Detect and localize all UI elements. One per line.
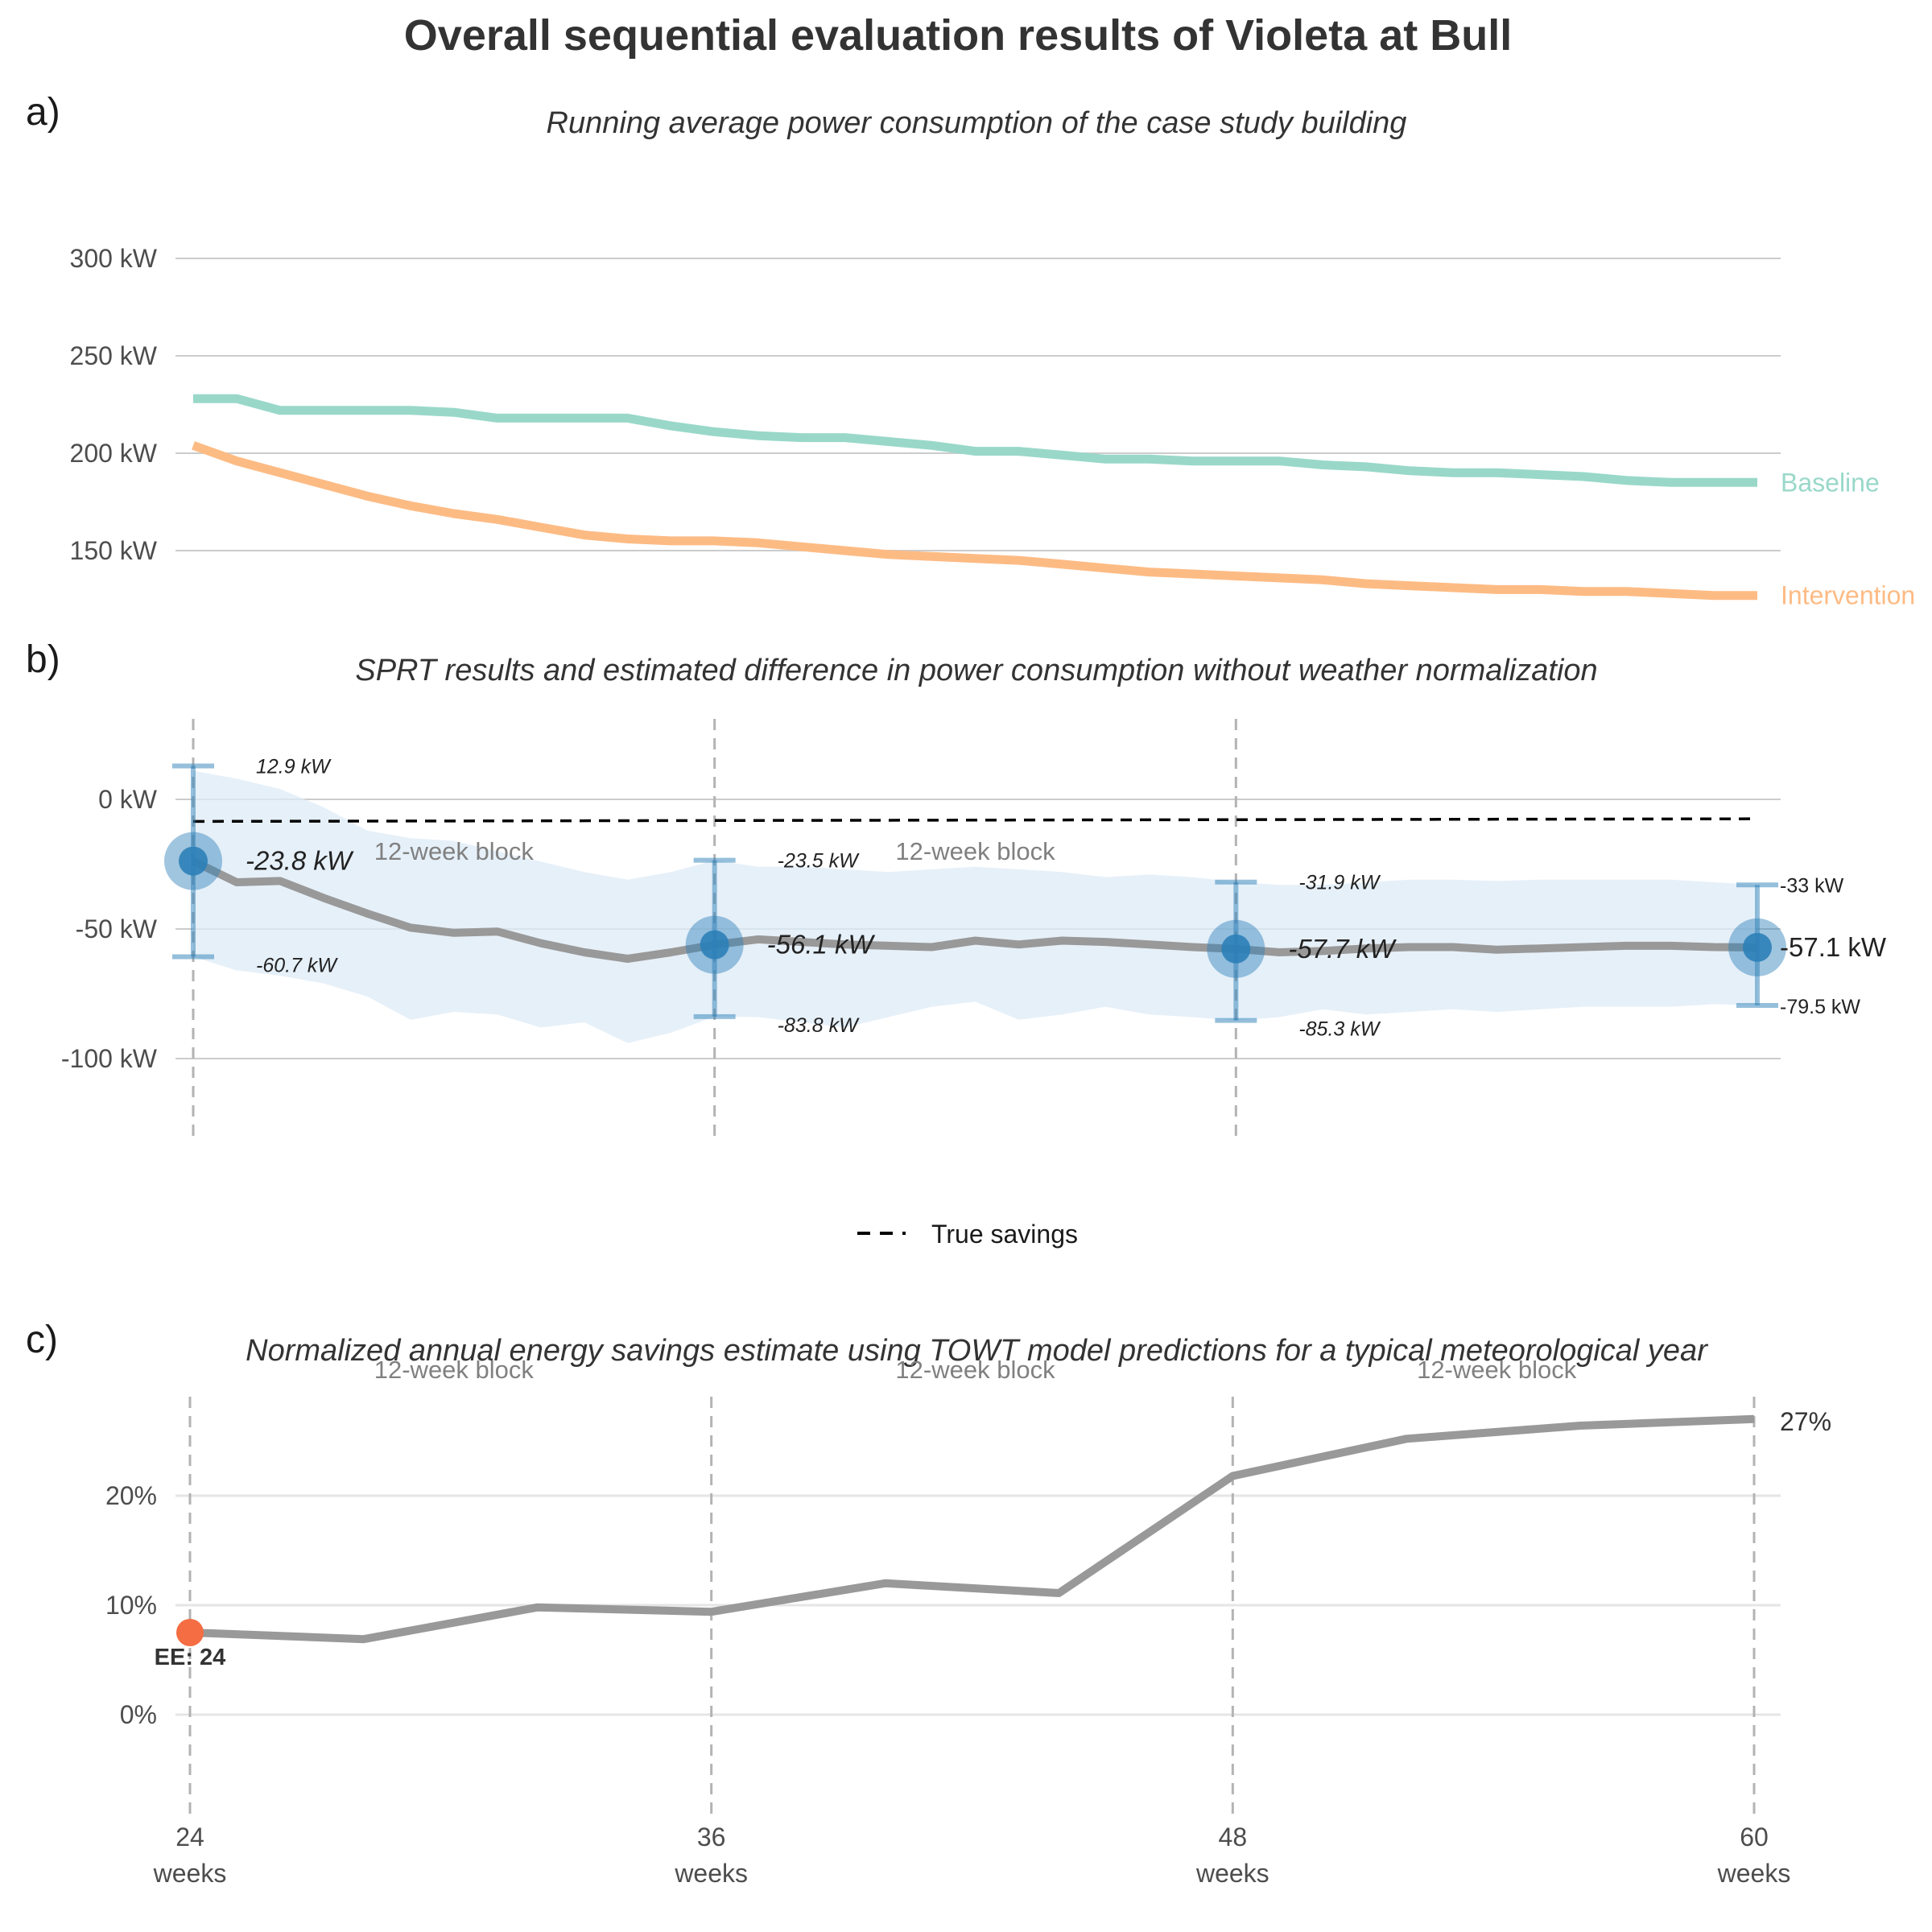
panel-c-x-ticks: 24 weeks 36 weeks 48 weeks 60 weeks	[153, 1823, 1791, 1888]
x-tick-unit: weeks	[1717, 1859, 1791, 1888]
upper-bound-label: -31.9 kW	[1298, 872, 1381, 894]
series-line-baseline	[193, 394, 1757, 487]
panel-a: a) Running average power consumption of …	[26, 91, 1915, 610]
lower-bound-label: -60.7 kW	[256, 954, 338, 976]
x-tick-value: 60	[1740, 1823, 1769, 1852]
panel-b-legend: True savings	[857, 1220, 1078, 1249]
sprt-point-group: -23.5 kW -83.8 kW -56.1 kW	[685, 850, 876, 1037]
panel-c-block-labels: 12-week block 12-week block 12-week block	[374, 1356, 1577, 1384]
panel-a-letter: a)	[26, 91, 60, 134]
panel-c-y-ticks: 0% 10% 20%	[105, 1481, 157, 1729]
panel-c-subtitle: Normalized annual energy savings estimat…	[246, 1334, 1708, 1368]
block-label: 12-week block	[895, 1356, 1055, 1384]
sprt-point	[179, 846, 208, 876]
legend-true-savings-label: True savings	[931, 1220, 1078, 1249]
early-estimate-point	[176, 1619, 204, 1646]
estimate-label: -57.7 kW	[1288, 934, 1397, 964]
panel-a-lines	[192, 394, 1757, 601]
upper-bound-label: 12.9 kW	[256, 755, 332, 778]
panel-a-y-tick: 150 kW	[70, 536, 158, 565]
lower-bound-label: -83.8 kW	[778, 1014, 860, 1037]
panel-b-subtitle: SPRT results and estimated difference in…	[355, 654, 1597, 687]
panel-a-gridlines	[175, 258, 1781, 551]
panel-c-gridlines	[175, 1494, 1781, 1716]
x-tick-value: 36	[697, 1823, 726, 1852]
series-line-intervention	[192, 441, 1757, 601]
panel-c-y-tick: 20%	[105, 1481, 157, 1510]
panel-a-subtitle: Running average power consumption of the…	[547, 106, 1407, 140]
savings-end-label: 27%	[1780, 1407, 1831, 1436]
series-label-intervention: Intervention	[1781, 581, 1915, 610]
block-label: 12-week block	[895, 837, 1055, 865]
panel-b-true-savings	[192, 817, 1758, 824]
x-tick-value: 24	[175, 1823, 204, 1852]
x-tick-unit: weeks	[153, 1859, 227, 1888]
x-tick-unit: weeks	[1195, 1859, 1269, 1888]
confidence-ribbon	[193, 770, 1757, 1043]
early-estimate-label: EE: 24	[155, 1645, 226, 1670]
estimate-label: -57.1 kW	[1780, 932, 1887, 962]
sprt-point-group: -33 kW -79.5 kW -57.1 kW	[1728, 874, 1887, 1018]
panel-b-y-ticks: -100 kW -50 kW 0 kW	[61, 785, 158, 1073]
estimate-label: -56.1 kW	[767, 930, 876, 960]
x-tick-value: 48	[1219, 1823, 1248, 1852]
panel-b-block-labels: 12-week block 12-week block	[374, 837, 1055, 865]
panel-b-block-dividers	[192, 719, 1237, 1139]
block-label: 12-week block	[374, 1356, 535, 1384]
upper-bound-label: -23.5 kW	[778, 850, 860, 873]
upper-bound-label: -33 kW	[1780, 874, 1844, 897]
panel-a-y-tick: 200 kW	[70, 439, 158, 468]
panel-c-block-dividers	[188, 1397, 1756, 1819]
block-label: 12-week block	[374, 837, 535, 865]
estimate-line	[191, 857, 1758, 963]
panel-b-letter: b)	[26, 638, 60, 681]
lower-bound-label: -79.5 kW	[1780, 996, 1860, 1018]
sprt-point	[1743, 932, 1772, 962]
true-savings-line	[192, 817, 1758, 824]
block-label: 12-week block	[1417, 1356, 1577, 1384]
panel-c-letter: c)	[26, 1319, 58, 1361]
panel-c: c) Normalized annual energy savings esti…	[26, 1319, 1831, 1888]
panel-b-y-tick: -50 kW	[76, 914, 158, 943]
sprt-point-group: 12.9 kW -60.7 kW -23.8 kW	[164, 755, 354, 976]
series-label-baseline: Baseline	[1781, 468, 1880, 497]
sprt-point	[700, 930, 729, 960]
panel-c-savings-line: 27%	[189, 1407, 1831, 1644]
panel-b-y-tick: 0 kW	[98, 785, 158, 814]
panel-c-early-estimate: EE: 24	[155, 1619, 226, 1670]
panel-b-y-tick: -100 kW	[61, 1044, 158, 1073]
sprt-point	[1221, 934, 1251, 964]
panel-b-ribbon	[193, 770, 1757, 1043]
panel-b-estimate	[191, 857, 1758, 963]
panel-b-sprt-points: 12.9 kW-60.7 kW-23.8 kW -23.5 kW-83.8 kW-…	[164, 755, 1887, 1041]
estimate-label: -23.8 kW	[246, 846, 354, 876]
panel-c-y-tick: 0%	[120, 1700, 157, 1729]
panel-b: b) SPRT results and estimated difference…	[26, 638, 1887, 1249]
figure-title: Overall sequential evaluation results of…	[404, 11, 1512, 60]
panel-a-series-labels: Baseline Intervention	[1781, 468, 1915, 609]
sprt-point-group: -31.9 kW -85.3 kW -57.7 kW	[1207, 872, 1397, 1041]
savings-line	[189, 1414, 1755, 1644]
lower-bound-label: -85.3 kW	[1298, 1018, 1381, 1041]
panel-a-y-ticks: 150 kW 200 kW 250 kW 300 kW	[70, 244, 158, 565]
panel-a-y-tick: 300 kW	[70, 244, 158, 273]
x-tick-unit: weeks	[674, 1859, 748, 1888]
panel-a-y-tick: 250 kW	[70, 341, 158, 370]
panel-c-y-tick: 10%	[105, 1591, 157, 1620]
